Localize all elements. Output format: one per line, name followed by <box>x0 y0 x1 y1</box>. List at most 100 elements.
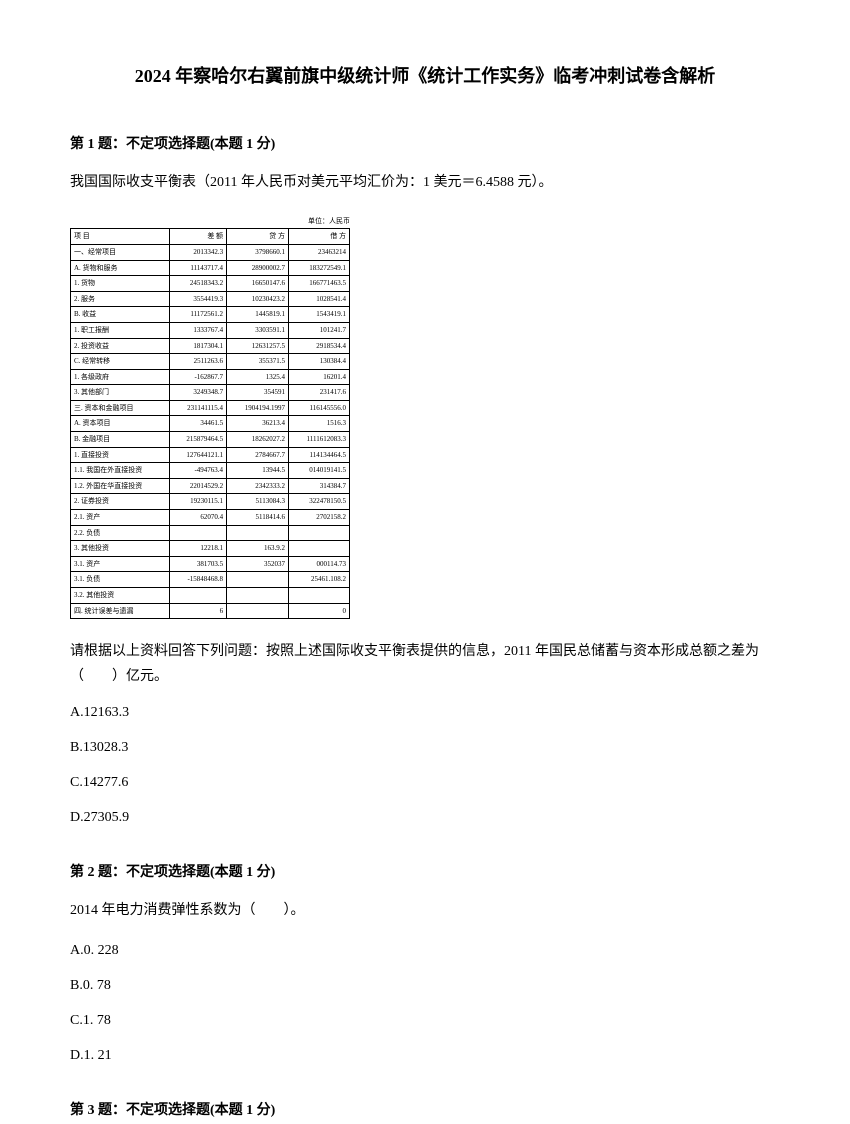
table-row: 1.1. 我国在外直接投资-494763.413944.5014019141.5 <box>71 463 350 479</box>
table-cell: 10230423.2 <box>227 291 289 307</box>
table-cell: -162867.7 <box>169 369 226 385</box>
table-cell: 2511263.6 <box>169 354 226 370</box>
table-row: 2.1. 资产62070.45118414.62702158.2 <box>71 510 350 526</box>
q1-sub-question: 请根据以上资料回答下列问题：按照上述国际收支平衡表提供的信息，2011 年国民总… <box>70 639 780 689</box>
table-cell: 19230115.1 <box>169 494 226 510</box>
table-row: 3. 其他部门3249348.7354591231417.6 <box>71 385 350 401</box>
table-cell: 1904194.1997 <box>227 400 289 416</box>
table-row: 1. 货物24518343.216650147.6166771463.5 <box>71 276 350 292</box>
table-cell: 215879464.5 <box>169 432 226 448</box>
table-cell: 101241.7 <box>289 322 350 338</box>
table-cell: C. 经常转移 <box>71 354 170 370</box>
table-row: 3.2. 其他投资 <box>71 588 350 604</box>
table-cell: 1. 各级政府 <box>71 369 170 385</box>
q2-option-d: D.1. 21 <box>70 1043 780 1068</box>
table-cell: 1543419.1 <box>289 307 350 323</box>
table-cell <box>289 588 350 604</box>
table-cell: -15848468.8 <box>169 572 226 588</box>
table-cell: 28900002.7 <box>227 260 289 276</box>
q2-option-c: C.1. 78 <box>70 1008 780 1033</box>
table-cell: 2342333.2 <box>227 478 289 494</box>
q2-option-b: B.0. 78 <box>70 973 780 998</box>
table-cell: B. 收益 <box>71 307 170 323</box>
table-cell: 1.2. 外国在华直接投资 <box>71 478 170 494</box>
table-cell: 014019141.5 <box>289 463 350 479</box>
table-cell: 2.2. 负债 <box>71 525 170 541</box>
table-cell: 1516.3 <box>289 416 350 432</box>
table-cell: 12631257.5 <box>227 338 289 354</box>
q1-option-a: A.12163.3 <box>70 700 780 725</box>
table-row: 1. 各级政府-162867.71325.416201.4 <box>71 369 350 385</box>
table-row: 四. 统计误差与遗漏60 <box>71 603 350 619</box>
q1-text: 我国国际收支平衡表（2011 年人民币对美元平均汇价为：1 美元＝6.4588 … <box>70 170 780 195</box>
table-cell: 381703.5 <box>169 556 226 572</box>
table-cell <box>227 572 289 588</box>
table-cell: 13944.5 <box>227 463 289 479</box>
table-cell: 16650147.6 <box>227 276 289 292</box>
table-row: 1. 职工报酬1333767.43303591.1101241.7 <box>71 322 350 338</box>
table-cell <box>227 525 289 541</box>
table-cell: 2. 证券投资 <box>71 494 170 510</box>
table-cell: 18262027.2 <box>227 432 289 448</box>
table-row: 1. 直接投资127644121.12784667.7114134464.5 <box>71 447 350 463</box>
table-cell <box>227 603 289 619</box>
table-cell: 1445819.1 <box>227 307 289 323</box>
table-cell: 1817304.1 <box>169 338 226 354</box>
table-row: 2. 投资收益1817304.112631257.52918534.4 <box>71 338 350 354</box>
table-cell: 25461.108.2 <box>289 572 350 588</box>
table-cell: 3798660.1 <box>227 244 289 260</box>
table-cell: 12218.1 <box>169 541 226 557</box>
table-cell: 一、经常项目 <box>71 244 170 260</box>
table-cell: 3.2. 其他投资 <box>71 588 170 604</box>
table-row: 1.2. 外国在华直接投资22014529.22342333.2314384.7 <box>71 478 350 494</box>
table-cell: 11172561.2 <box>169 307 226 323</box>
table-cell: 1.1. 我国在外直接投资 <box>71 463 170 479</box>
table-cell: 项 目 <box>71 229 170 245</box>
table-cell: 166771463.5 <box>289 276 350 292</box>
table-cell: 314384.7 <box>289 478 350 494</box>
table-cell: 11143717.4 <box>169 260 226 276</box>
table-cell: 2013342.3 <box>169 244 226 260</box>
table-cell: 三. 资本和金融项目 <box>71 400 170 416</box>
table-row: 3.1. 资产381703.5352037000114.73 <box>71 556 350 572</box>
table-cell: 3. 其他部门 <box>71 385 170 401</box>
q1-table-container: 单位：人民币 项 目差 额贷 方借 方一、经常项目2013342.3379866… <box>70 215 780 619</box>
table-cell: 1333767.4 <box>169 322 226 338</box>
table-cell: 352037 <box>227 556 289 572</box>
table-cell: 1325.4 <box>227 369 289 385</box>
table-cell: 5113084.3 <box>227 494 289 510</box>
table-cell: 贷 方 <box>227 229 289 245</box>
table-cell: 3249348.7 <box>169 385 226 401</box>
table-cell: 2918534.4 <box>289 338 350 354</box>
table-row: 3. 其他投资12218.1163.9.2 <box>71 541 350 557</box>
table-cell: 1. 职工报酬 <box>71 322 170 338</box>
table-cell <box>289 541 350 557</box>
table-cell: 1. 货物 <box>71 276 170 292</box>
table-cell: A. 货物和服务 <box>71 260 170 276</box>
table-cell: 231417.6 <box>289 385 350 401</box>
table-row: 2.2. 负债 <box>71 525 350 541</box>
table-cell: 163.9.2 <box>227 541 289 557</box>
table-row: 一、经常项目2013342.33798660.123463214 <box>71 244 350 260</box>
table-cell: 2702158.2 <box>289 510 350 526</box>
q1-data-table: 项 目差 额贷 方借 方一、经常项目2013342.33798660.12346… <box>70 228 350 619</box>
table-cell <box>169 588 226 604</box>
table-cell: 183272549.1 <box>289 260 350 276</box>
table-cell: 1. 直接投资 <box>71 447 170 463</box>
table-cell: 2784667.7 <box>227 447 289 463</box>
table-cell: 22014529.2 <box>169 478 226 494</box>
table-cell <box>227 588 289 604</box>
table-cell: -494763.4 <box>169 463 226 479</box>
q2-header: 第 2 题：不定项选择题(本题 1 分) <box>70 860 780 885</box>
q3-header: 第 3 题：不定项选择题(本题 1 分) <box>70 1098 780 1123</box>
q1-header: 第 1 题：不定项选择题(本题 1 分) <box>70 132 780 157</box>
table-cell <box>169 525 226 541</box>
table-cell: 2. 服务 <box>71 291 170 307</box>
table-cell: 3. 其他投资 <box>71 541 170 557</box>
table-cell: 6 <box>169 603 226 619</box>
table-row: A. 资本项目34461.536213.41516.3 <box>71 416 350 432</box>
table-row: 3.1. 负债-15848468.825461.108.2 <box>71 572 350 588</box>
page-title: 2024 年察哈尔右翼前旗中级统计师《统计工作实务》临考冲刺试卷含解析 <box>70 60 780 92</box>
q1-option-c: C.14277.6 <box>70 770 780 795</box>
table-unit: 单位：人民币 <box>70 215 350 228</box>
